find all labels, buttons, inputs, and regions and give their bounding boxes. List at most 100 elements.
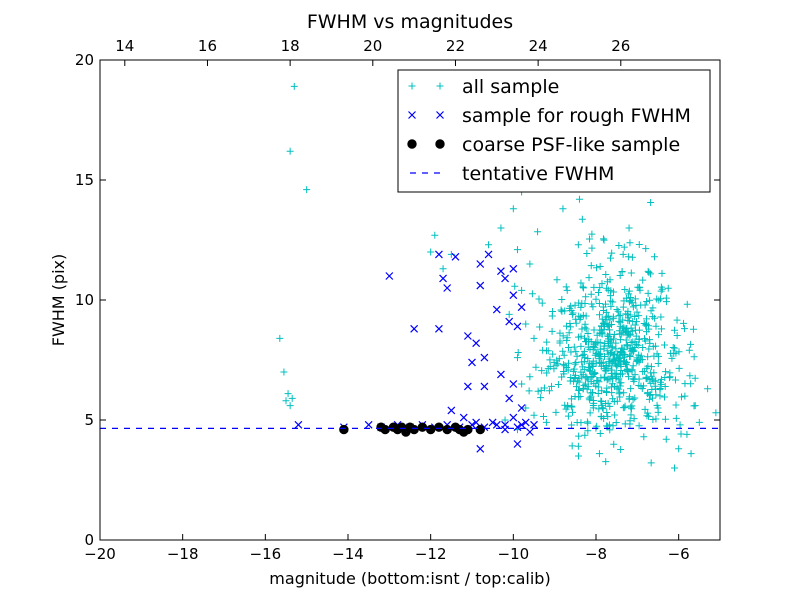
data-point [606,402,614,410]
data-point [588,244,596,252]
data-point [643,412,651,420]
data-point [577,279,585,287]
data-point [610,398,618,406]
data-point [439,274,447,283]
data-point [629,375,637,383]
data-point [594,289,602,297]
legend-swatch [407,139,417,149]
data-point [596,430,604,438]
data-point [635,375,643,383]
data-point [627,339,635,347]
data-point [615,375,623,383]
data-point [538,367,546,375]
data-point [572,359,580,367]
data-point [563,286,571,294]
data-point [644,353,652,361]
data-point [681,392,689,400]
data-point [425,424,436,435]
data-point [581,431,589,439]
data-point [689,325,697,333]
data-point [468,358,476,367]
data-point [339,424,349,435]
data-point [653,350,661,358]
data-point [640,433,648,441]
data-point [569,309,577,317]
data-point [652,322,660,330]
data-point [658,269,666,277]
data-point [599,235,607,243]
data-point [571,374,579,382]
data-point [584,355,592,363]
data-point [472,418,481,427]
data-point [596,284,604,292]
data-point [540,412,548,420]
data-point [288,394,296,402]
data-point [664,284,672,292]
data-point [642,245,650,253]
series-coarse-psf-like-sample [339,422,485,437]
data-point [662,368,670,376]
data-point [608,366,616,374]
data-point [580,347,588,355]
data-point [526,373,534,381]
data-point [645,268,653,276]
data-point [513,423,522,432]
data-point [579,384,587,392]
data-point [610,440,618,448]
legend-item: tentative FWHM [410,163,614,185]
data-point [691,402,699,410]
data-point [577,313,585,321]
data-point [431,231,439,239]
data-point [661,374,669,382]
data-point [583,385,591,393]
data-point [615,241,623,249]
data-point [582,380,590,388]
data-point [632,301,640,309]
data-point [501,420,509,429]
data-point [671,376,679,384]
data-point [604,413,612,421]
data-point [616,379,624,387]
data-point [601,339,609,347]
data-point [509,380,518,388]
legend-item: sample for rough FWHM [408,105,691,127]
data-point [594,383,602,391]
data-point [511,282,519,290]
x-tick-label: −8 [585,545,607,563]
data-point [640,382,648,390]
data-point [642,321,650,329]
data-point [677,430,685,438]
data-point [596,311,604,319]
data-point [571,301,579,309]
data-point [687,450,695,458]
data-point [574,333,582,341]
data-point [623,341,631,349]
data-point [442,424,452,435]
data-point [575,452,582,460]
data-point [626,393,634,401]
data-point [657,283,665,291]
legend-label: sample for rough FWHM [462,105,691,127]
data-point [608,344,616,352]
data-point [564,402,572,410]
data-point [662,294,670,302]
data-point [575,299,583,307]
data-point [559,205,567,213]
legend-box [397,69,711,193]
data-point [602,458,610,466]
data-point [587,262,595,270]
data-point [657,295,665,303]
data-point [501,416,509,424]
data-point [630,415,638,423]
data-point [586,367,594,375]
data-point [518,286,526,294]
data-point [654,359,662,367]
data-point [650,377,658,385]
data-point [678,393,686,401]
data-point [639,276,647,284]
data-point [530,411,538,419]
data-point [614,307,622,315]
data-point [644,267,652,275]
data-point [671,326,679,334]
data-point [439,265,447,273]
